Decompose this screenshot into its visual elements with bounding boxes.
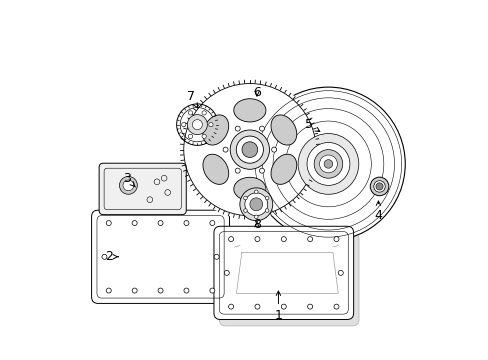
Circle shape <box>180 80 319 219</box>
Circle shape <box>187 114 207 135</box>
Text: 7: 7 <box>186 90 197 108</box>
Circle shape <box>375 183 382 190</box>
Circle shape <box>106 288 111 293</box>
Circle shape <box>132 221 137 226</box>
FancyBboxPatch shape <box>91 210 229 303</box>
Text: 5: 5 <box>304 118 319 131</box>
Circle shape <box>306 143 349 185</box>
Circle shape <box>214 254 219 259</box>
Circle shape <box>265 196 268 200</box>
Circle shape <box>235 126 240 131</box>
Circle shape <box>181 122 185 127</box>
Text: 6: 6 <box>253 86 261 99</box>
Circle shape <box>243 209 247 212</box>
Circle shape <box>224 270 229 275</box>
Ellipse shape <box>203 154 228 184</box>
Circle shape <box>338 270 343 275</box>
Circle shape <box>243 196 247 200</box>
Circle shape <box>265 209 268 212</box>
Circle shape <box>176 104 218 145</box>
Circle shape <box>228 304 233 309</box>
Circle shape <box>333 304 338 309</box>
Circle shape <box>188 111 192 115</box>
Circle shape <box>123 180 134 191</box>
Text: 4: 4 <box>374 201 382 222</box>
Ellipse shape <box>233 177 265 201</box>
Circle shape <box>102 254 107 259</box>
Circle shape <box>240 188 272 221</box>
Circle shape <box>249 198 262 211</box>
FancyBboxPatch shape <box>219 233 358 326</box>
Circle shape <box>119 176 137 194</box>
FancyBboxPatch shape <box>99 163 186 215</box>
Circle shape <box>298 134 358 194</box>
Circle shape <box>333 237 338 242</box>
Circle shape <box>259 168 264 173</box>
Circle shape <box>251 87 405 241</box>
Circle shape <box>202 111 206 115</box>
Circle shape <box>307 304 312 309</box>
Ellipse shape <box>233 99 265 122</box>
Circle shape <box>202 134 206 139</box>
Circle shape <box>307 237 312 242</box>
Text: 8: 8 <box>252 218 261 231</box>
Circle shape <box>192 120 202 130</box>
Circle shape <box>244 193 267 216</box>
Text: 2: 2 <box>104 250 118 263</box>
Circle shape <box>254 215 258 219</box>
Circle shape <box>324 159 332 168</box>
FancyBboxPatch shape <box>214 226 353 319</box>
Circle shape <box>183 221 188 226</box>
Circle shape <box>228 237 233 242</box>
Circle shape <box>209 221 214 226</box>
Circle shape <box>132 288 137 293</box>
Circle shape <box>158 221 163 226</box>
Circle shape <box>254 237 260 242</box>
Circle shape <box>106 221 111 226</box>
Circle shape <box>242 142 257 157</box>
Circle shape <box>209 288 214 293</box>
Circle shape <box>319 155 337 173</box>
Circle shape <box>271 147 276 152</box>
Ellipse shape <box>270 115 296 145</box>
Ellipse shape <box>203 115 228 145</box>
Circle shape <box>281 304 285 309</box>
Circle shape <box>188 134 192 139</box>
Circle shape <box>373 181 385 192</box>
Circle shape <box>208 122 213 127</box>
Circle shape <box>313 150 342 178</box>
Text: 1: 1 <box>274 291 282 322</box>
Circle shape <box>223 147 227 152</box>
Circle shape <box>235 168 240 173</box>
Circle shape <box>236 136 263 163</box>
Circle shape <box>254 190 258 194</box>
Circle shape <box>183 288 188 293</box>
Circle shape <box>259 126 264 131</box>
Circle shape <box>369 177 388 196</box>
Circle shape <box>158 288 163 293</box>
Text: 3: 3 <box>122 172 135 187</box>
Circle shape <box>230 130 269 169</box>
Circle shape <box>281 237 285 242</box>
Circle shape <box>254 304 260 309</box>
Ellipse shape <box>270 154 296 184</box>
